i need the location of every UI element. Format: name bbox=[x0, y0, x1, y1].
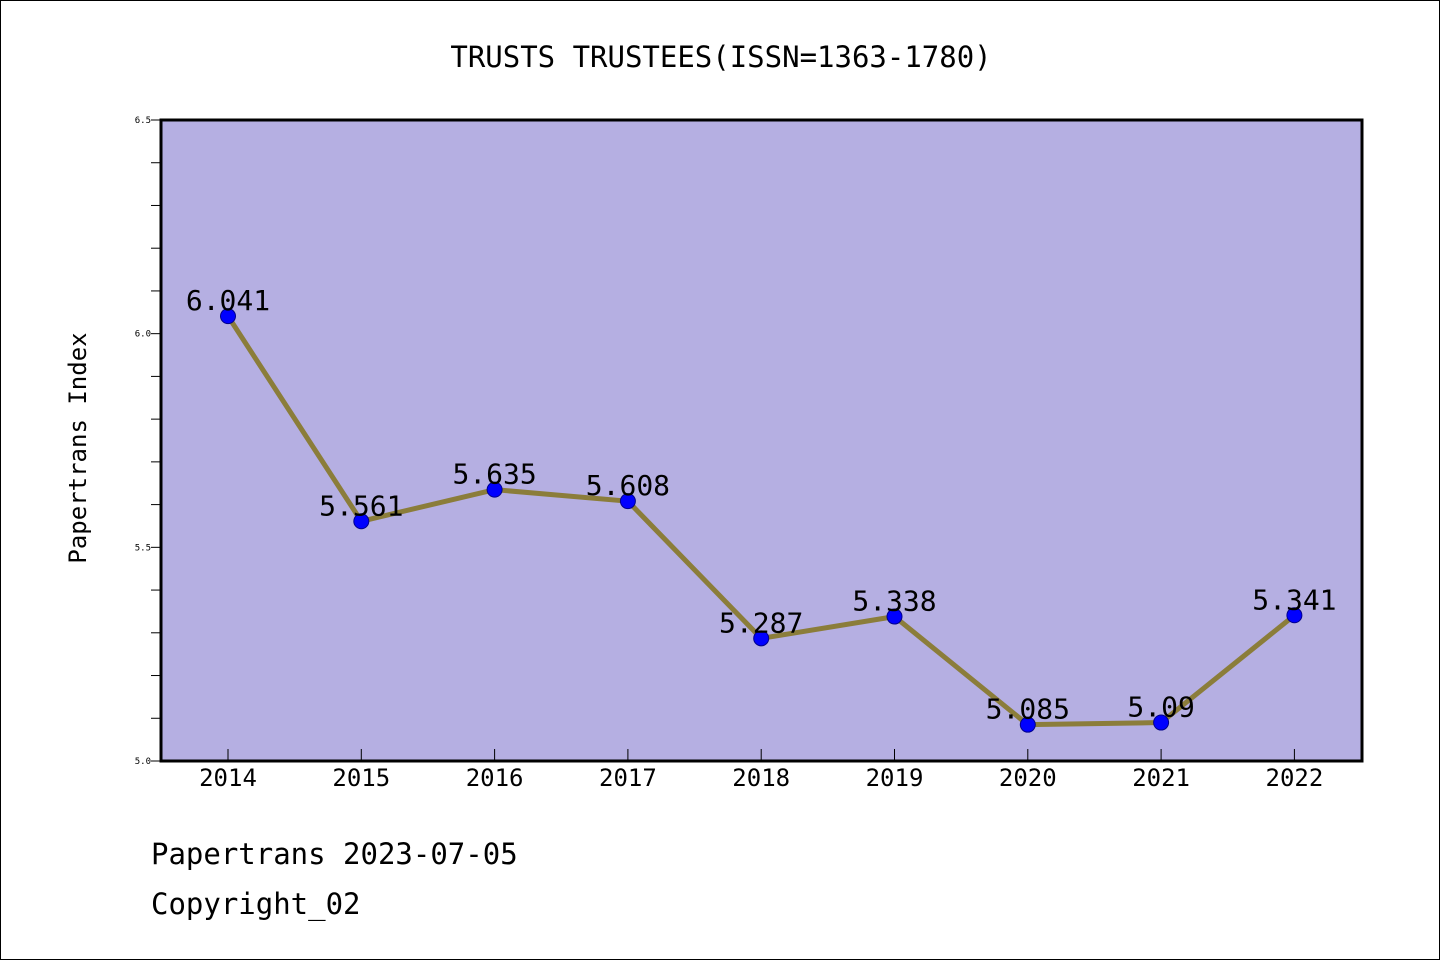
data-point bbox=[886, 608, 903, 625]
x-axis: 2014 2015 2016 2017 2018 2019 2020 2021 2022 bbox=[199, 749, 1323, 792]
y-tick-label: 6.0 bbox=[135, 330, 151, 340]
data-label: 5.635 bbox=[452, 458, 536, 491]
data-label: 5.608 bbox=[586, 469, 670, 502]
data-label: 5.341 bbox=[1252, 583, 1336, 616]
data-point bbox=[753, 630, 770, 647]
chart-title: TRUSTS TRUSTEES(ISSN=1363-1780) bbox=[450, 40, 991, 74]
data-point bbox=[1286, 607, 1303, 624]
x-tick-label: 2014 bbox=[199, 764, 257, 792]
footer-copyright: Copyright_02 bbox=[151, 887, 361, 921]
data-point bbox=[486, 481, 503, 498]
data-label: 6.041 bbox=[186, 284, 270, 317]
series-index bbox=[220, 308, 1303, 733]
x-tick-label: 2015 bbox=[332, 764, 390, 792]
x-tick-label: 2018 bbox=[732, 764, 790, 792]
y-tick-label: 6.5 bbox=[135, 116, 151, 126]
x-tick-label: 2021 bbox=[1132, 764, 1190, 792]
x-tick-label: 2016 bbox=[466, 764, 524, 792]
y-tick-label: 5.5 bbox=[135, 543, 151, 553]
data-label: 5.287 bbox=[719, 606, 803, 639]
data-label: 5.338 bbox=[852, 585, 936, 618]
x-tick-label: 2022 bbox=[1266, 764, 1324, 792]
data-point bbox=[1153, 714, 1170, 731]
footer-date: Papertrans 2023-07-05 bbox=[151, 837, 518, 871]
data-point bbox=[220, 308, 236, 325]
data-labels: 6.041 5.561 5.635 5.608 5.287 5.338 5.085 5.09 5… bbox=[186, 284, 1337, 726]
data-label: 5.085 bbox=[986, 693, 1070, 726]
data-label: 5.09 bbox=[1127, 691, 1194, 724]
y-axis: 5.0 5.5 6.0 6.5 bbox=[135, 116, 161, 767]
data-point bbox=[619, 493, 636, 510]
data-label: 5.561 bbox=[319, 489, 403, 522]
data-point bbox=[353, 513, 370, 530]
x-tick-label: 2019 bbox=[866, 764, 924, 792]
y-axis-label: Papertrans Index bbox=[64, 332, 92, 563]
x-tick-label: 2017 bbox=[599, 764, 657, 792]
x-tick-label: 2020 bbox=[999, 764, 1057, 792]
data-point bbox=[1019, 716, 1036, 733]
plot-area bbox=[159, 118, 1364, 763]
y-tick-label: 5.0 bbox=[135, 757, 151, 767]
